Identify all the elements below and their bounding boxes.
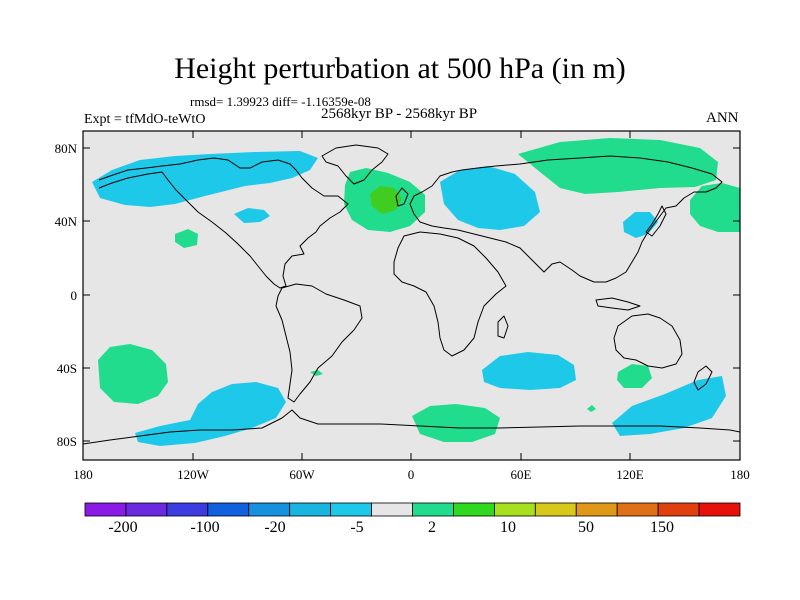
colorbar-label: -100 bbox=[190, 519, 220, 536]
anomaly-negative-east-asia bbox=[623, 212, 658, 238]
axis-ticks bbox=[83, 131, 740, 460]
colorbar-swatch bbox=[166, 502, 209, 517]
colorbar-label: 150 bbox=[650, 519, 674, 536]
anomaly-positive-tiny-a bbox=[310, 370, 323, 376]
lon-label-0: 0 bbox=[407, 467, 415, 482]
coast-africa bbox=[393, 231, 507, 357]
colorbar-swatch bbox=[616, 502, 659, 517]
colorbar-label: 50 bbox=[578, 519, 594, 536]
coast-south-america bbox=[275, 283, 363, 403]
anomaly-negative-north-america bbox=[92, 151, 318, 207]
anomaly-positive-tiny-b bbox=[587, 405, 596, 412]
lon-label-120e: 120E bbox=[616, 467, 644, 482]
coast-indonesia bbox=[595, 297, 641, 311]
lon-label-120w: 120W bbox=[177, 467, 209, 482]
anomaly-positive-south-australia bbox=[617, 364, 652, 388]
lon-label-180e: 180 bbox=[730, 467, 750, 482]
coast-eurasia bbox=[409, 155, 723, 283]
colorbar-label: -20 bbox=[264, 519, 286, 536]
rmsd-stats: rmsd= 1.39923 diff= -1.16359e-08 bbox=[190, 94, 371, 109]
colorbar-swatch bbox=[248, 502, 291, 517]
coast-australia bbox=[613, 313, 683, 369]
lat-label-0: 0 bbox=[70, 288, 78, 303]
colorbar-swatch bbox=[657, 502, 700, 517]
experiment-label: Expt = tfMdO-teWtO bbox=[84, 112, 206, 127]
colorbar-swatch bbox=[289, 502, 332, 517]
colorbar bbox=[84, 502, 741, 517]
lat-label-80n: 80N bbox=[54, 141, 77, 156]
lon-label-180w: 180 bbox=[73, 467, 93, 482]
colorbar-label: 10 bbox=[500, 519, 516, 536]
anomaly-negative-eurasia bbox=[440, 166, 540, 230]
colorbar-swatch bbox=[493, 502, 536, 517]
anomaly-positive-south-pacific bbox=[98, 344, 168, 404]
coast-uk bbox=[395, 187, 409, 207]
anomaly-positive-south-indian bbox=[412, 404, 500, 442]
anomaly-positive-pacific-ne bbox=[690, 183, 740, 232]
anomaly-fields bbox=[92, 138, 740, 446]
anomaly-negative-south-pacific bbox=[135, 382, 286, 446]
coast-new-zealand bbox=[693, 365, 713, 391]
anomaly-positive-arctic-asia bbox=[518, 138, 718, 194]
period-label: 2568kyr BP - 2568kyr BP bbox=[321, 106, 478, 122]
colorbar-swatch bbox=[534, 502, 577, 517]
colorbar-swatch bbox=[698, 502, 741, 517]
lat-label-40s: 40S bbox=[56, 361, 77, 376]
anomaly-negative-indian bbox=[482, 352, 576, 390]
coast-greenland bbox=[321, 144, 389, 185]
anomaly-negative-pacific-ne-small bbox=[234, 208, 270, 223]
colorbar-label: -200 bbox=[108, 519, 138, 536]
anomaly-core-atlantic bbox=[370, 186, 402, 214]
colorbar-swatch bbox=[207, 502, 250, 517]
anomaly-negative-south-west-pacific bbox=[612, 376, 726, 436]
colorbar-swatch bbox=[453, 502, 495, 517]
map-title: Height perturbation at 500 hPa (in m) bbox=[174, 52, 626, 85]
colorbar-label: -5 bbox=[350, 519, 364, 536]
colorbar-label: 2 bbox=[428, 519, 436, 536]
coast-north-america bbox=[98, 157, 349, 289]
lat-label-80s: 80S bbox=[56, 434, 77, 449]
colorbar-swatch bbox=[330, 502, 372, 517]
lat-label-40n: 40N bbox=[54, 214, 77, 229]
colorbar-swatch bbox=[412, 502, 454, 517]
lon-label-60w: 60W bbox=[289, 467, 315, 482]
coast-japan bbox=[645, 205, 667, 237]
coastlines bbox=[83, 144, 740, 445]
colorbar-swatch bbox=[575, 502, 618, 517]
colorbar-swatch bbox=[125, 502, 168, 517]
anomaly-positive-pacific-small bbox=[175, 229, 198, 248]
colorbar-swatch bbox=[84, 502, 127, 517]
coast-madagascar bbox=[497, 315, 509, 339]
lon-label-60e: 60E bbox=[510, 467, 532, 482]
coast-antarctica bbox=[83, 409, 740, 445]
season-label: ANN bbox=[706, 110, 739, 126]
colorbar-swatch bbox=[371, 502, 413, 517]
